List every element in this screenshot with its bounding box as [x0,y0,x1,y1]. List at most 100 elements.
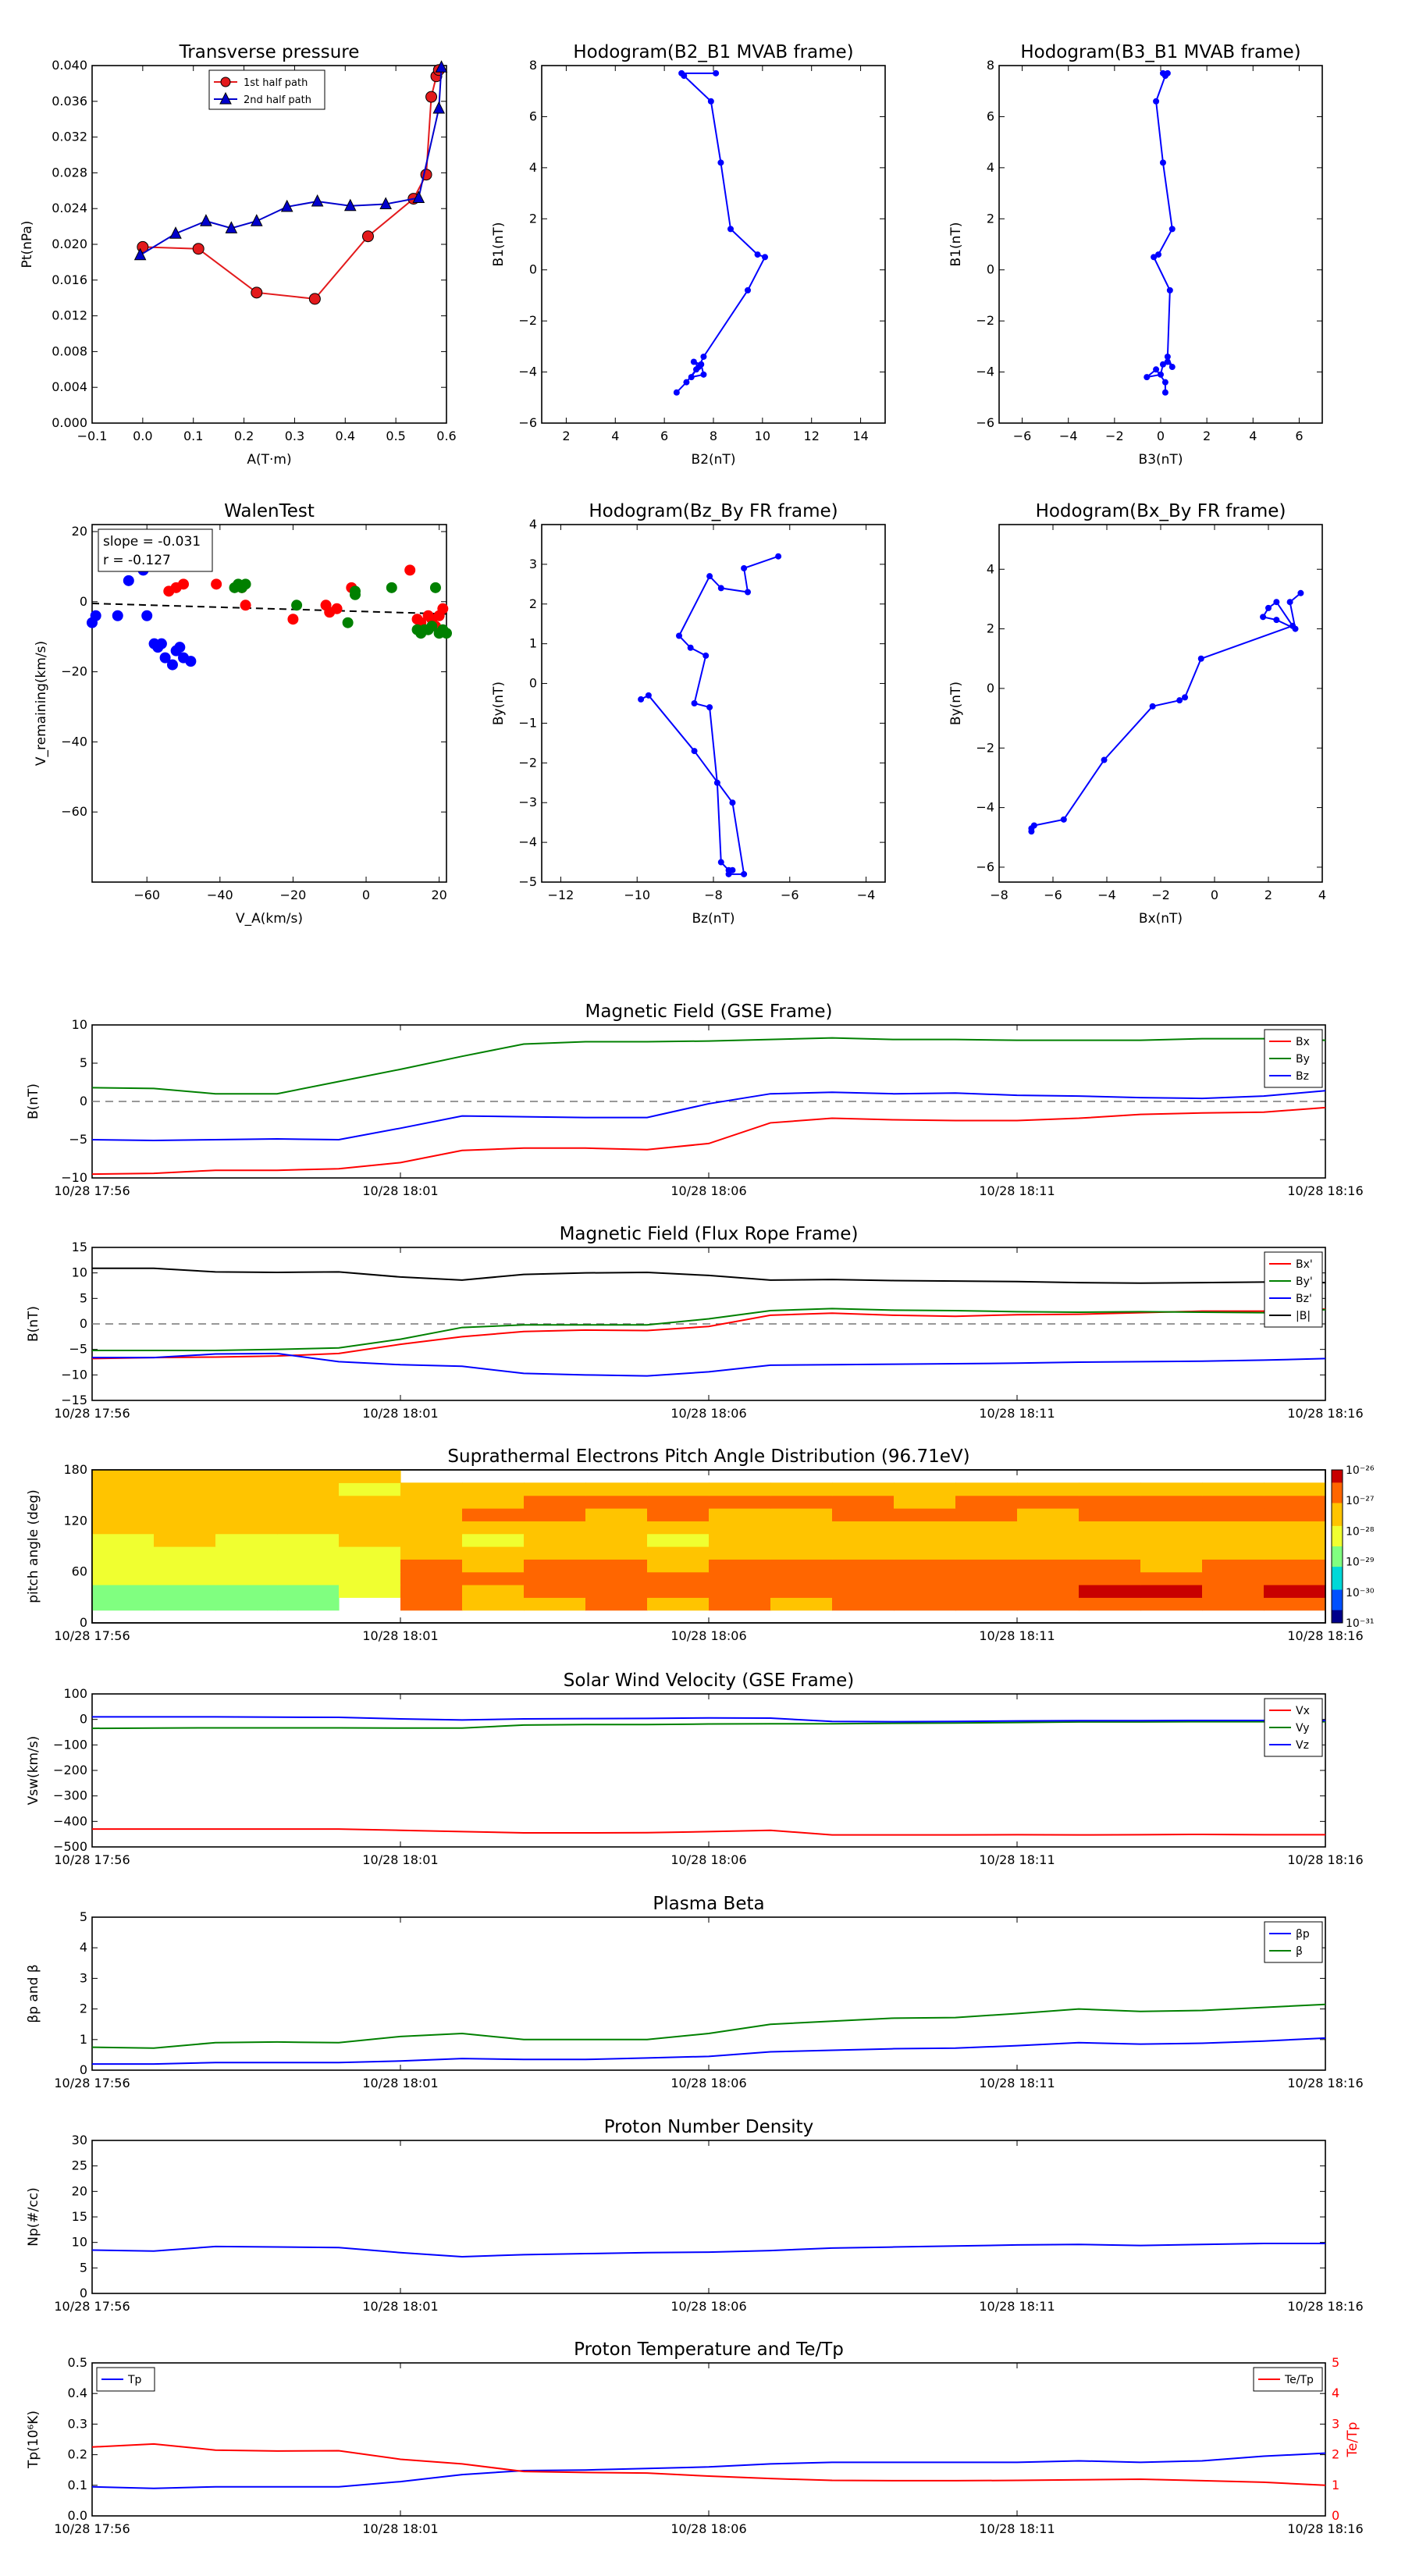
data-point [706,573,713,580]
x-tick-label: 10/28 18:06 [670,2521,746,2536]
x-tick-label: 10/28 18:11 [979,1628,1055,1643]
colorbar-segment [1332,1539,1343,1542]
colorbar-segment [1332,1521,1343,1525]
heatmap-cell [832,1559,895,1573]
data-point [762,254,768,261]
y-axis-label: B(nT) [26,1083,41,1119]
data-point [240,578,251,590]
colorbar-segment [1332,1500,1343,1503]
y-axis-label: Pt(nPa) [20,221,35,269]
x-tick-label: 10/28 18:01 [362,2299,438,2314]
heatmap-cell [647,1559,710,1573]
heatmap-cell [647,1533,710,1547]
heatmap-cell [524,1559,586,1573]
colorbar-segment [1332,1495,1343,1499]
data-point [717,159,724,166]
data-point [1161,389,1168,396]
heatmap-cell [1264,1585,1326,1598]
colorbar-frame [1331,1469,1343,1624]
heatmap-cell [92,1571,155,1585]
x-tick-label: 10/28 18:06 [670,1183,746,1198]
x-tick-label: 10/28 18:11 [979,1406,1055,1421]
chart-h4: −8 −6 −4 −2 0 2 4 −6 −4 −2 0 2 4 Hodogram(Bx_By FR fr… [948,501,1326,927]
heatmap-cell [400,1533,463,1547]
series-line--B- [92,1267,1326,1284]
colorbar-segment [1332,1523,1343,1527]
legend-label: Bz' [1296,1293,1312,1305]
colorbar-segment [1332,1546,1343,1550]
y-tick-label: 4 [987,160,994,175]
y-axis-label: B1(nT) [948,222,964,267]
heatmap-cell [92,1585,155,1598]
data-point [220,76,231,87]
y-tick-label: −500 [53,1839,87,1854]
data-point [159,652,171,664]
y-tick-label: −10 [61,1367,87,1382]
data-point [1161,379,1168,386]
colorbar-segment [1332,1505,1343,1509]
data-point [308,293,321,305]
data-point [437,603,449,614]
chart-h2: −6 −4 −2 0 2 4 6 −6 −4 −2 0 2 4 6 8 Hodogram(B3_B1 MVAB… [948,42,1323,468]
heatmap-cell [1264,1482,1326,1496]
annotation-box [98,528,213,572]
heatmap-cell [524,1585,586,1598]
x-tick-label: 10/28 18:06 [670,2299,746,2314]
data-point [1168,364,1176,371]
data-point [690,358,697,365]
legend-label: Vz [1296,1739,1309,1752]
x-tick-label: 10/28 17:56 [54,2076,130,2090]
heatmap-cell [92,1470,155,1483]
heatmap-cell [1140,1482,1203,1496]
x-axis-label: B2(nT) [692,452,736,468]
heatmap-cell [215,1470,278,1483]
heatmap-cell [400,1482,463,1496]
legend-label: 2nd half path [244,94,311,106]
x-tick-label: 2 [562,429,570,443]
x-tick-label: 12 [804,429,820,443]
heatmap-cell [1202,1597,1264,1611]
chart-title: Hodogram(Bx_By FR frame) [1036,501,1286,521]
y-tick-label: −4 [518,834,537,849]
y-axis-label: V_remaining(km/s) [34,641,49,766]
heatmap-cell [1140,1559,1203,1573]
x-tick-label: 10/28 18:16 [1287,2299,1363,2314]
y-tick-label: −6 [976,415,994,430]
heatmap-cell [339,1585,401,1598]
heatmap-cell [832,1546,895,1560]
heatmap-cell [215,1482,278,1496]
heatmap-cell [1202,1546,1264,1560]
heatmap-cell [585,1495,648,1509]
data-point [342,617,354,628]
heatmap-cell [1202,1521,1264,1535]
y-tick-label: 6 [987,109,994,123]
data-point [681,73,688,80]
x-tick-label: 14 [852,429,868,443]
x-tick-label: 8 [710,429,717,443]
x-tick-label: 10/28 18:01 [362,2521,438,2536]
heatmap-cell [400,1571,463,1585]
data-point [250,214,263,226]
data-point [745,286,751,294]
y-axis-label: B1(nT) [491,222,507,267]
series-line-B1-vs-B2 [676,72,767,393]
data-point [1159,361,1166,368]
chart-mag: 10/28 17:56 10/28 18:01 10/28 18:06 10/28 1… [26,1002,1364,1198]
heatmap-cell [647,1571,710,1585]
data-point [1182,694,1189,701]
heatmap-cell [1264,1495,1326,1509]
data-point [425,91,438,103]
data-point [90,610,101,621]
y-tick-label: 0.000 [52,415,87,430]
heatmap-cell [832,1521,895,1535]
x-tick-label: 10/28 18:11 [979,2521,1055,2536]
heatmap-cell [955,1571,1018,1585]
x-tick-label: 10/28 18:01 [362,1852,438,1867]
colorbar-segment [1332,1597,1343,1601]
y-tick-label: 0 [80,2286,87,2300]
data-point [713,69,720,76]
x-tick-label: 2 [1203,429,1211,443]
y-tick-label: 0 [80,1712,87,1727]
heatmap-cell [277,1533,340,1547]
x-tick-label: 20 [431,888,446,902]
